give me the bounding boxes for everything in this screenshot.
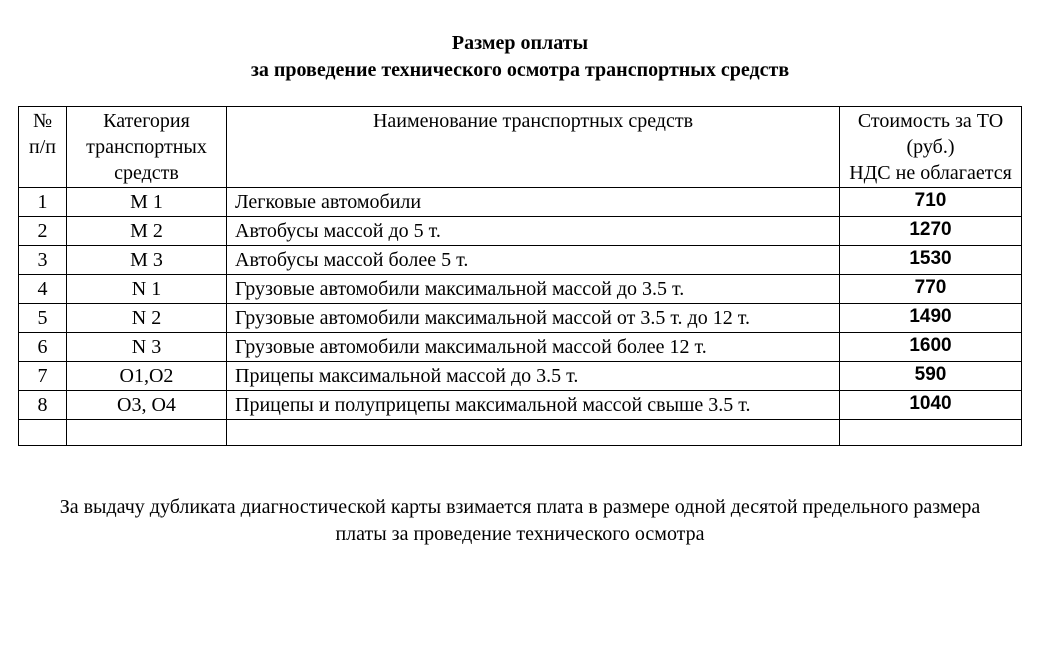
cell-num: 6 <box>19 333 67 362</box>
cell-price: 1600 <box>840 333 1022 362</box>
cell-category: O3, O4 <box>67 391 227 420</box>
cell-num: 7 <box>19 362 67 391</box>
cell-name: Легковые автомобили <box>227 188 840 217</box>
empty-cell <box>227 420 840 446</box>
cell-num: 5 <box>19 304 67 333</box>
cell-num: 4 <box>19 275 67 304</box>
table-empty-row <box>19 420 1022 446</box>
cell-num: 2 <box>19 217 67 246</box>
table-row: 4N 1Грузовые автомобили максимальной мас… <box>19 275 1022 304</box>
cell-category: M 2 <box>67 217 227 246</box>
cell-category: M 1 <box>67 188 227 217</box>
empty-cell <box>67 420 227 446</box>
table-row: 6N 3Грузовые автомобили максимальной мас… <box>19 333 1022 362</box>
cell-price: 710 <box>840 188 1022 217</box>
cell-num: 1 <box>19 188 67 217</box>
document-title: Размер оплаты за проведение технического… <box>18 30 1022 84</box>
table-row: 8O3, O4Прицепы и полуприцепы максимально… <box>19 391 1022 420</box>
empty-cell <box>19 420 67 446</box>
cell-price: 770 <box>840 275 1022 304</box>
footnote-text: За выдачу дубликата диагностической карт… <box>18 494 1022 548</box>
table-row: 1M 1Легковые автомобили710 <box>19 188 1022 217</box>
table-row: 2M 2Автобусы массой до 5 т.1270 <box>19 217 1022 246</box>
cell-category: N 2 <box>67 304 227 333</box>
header-category: Категория транспортных средств <box>67 107 227 188</box>
cell-name: Автобусы массой до 5 т. <box>227 217 840 246</box>
cell-name: Прицепы максимальной массой до 3.5 т. <box>227 362 840 391</box>
table-row: 3M 3Автобусы массой более 5 т.1530 <box>19 246 1022 275</box>
cell-name: Грузовые автомобили максимальной массой … <box>227 333 840 362</box>
table-row: 5N 2Грузовые автомобили максимальной мас… <box>19 304 1022 333</box>
header-num: № п/п <box>19 107 67 188</box>
header-price: Стоимость за ТО (руб.)НДС не облагается <box>840 107 1022 188</box>
cell-price: 1530 <box>840 246 1022 275</box>
cell-name: Прицепы и полуприцепы максимальной массо… <box>227 391 840 420</box>
price-table: № п/п Категория транспортных средств Наи… <box>18 106 1022 446</box>
cell-price: 1040 <box>840 391 1022 420</box>
table-row: 7O1,O2Прицепы максимальной массой до 3.5… <box>19 362 1022 391</box>
empty-cell <box>840 420 1022 446</box>
cell-price: 1490 <box>840 304 1022 333</box>
title-line-1: Размер оплаты <box>18 30 1022 57</box>
table-header-row: № п/п Категория транспортных средств Наи… <box>19 107 1022 188</box>
cell-category: N 3 <box>67 333 227 362</box>
cell-num: 3 <box>19 246 67 275</box>
cell-num: 8 <box>19 391 67 420</box>
cell-price: 1270 <box>840 217 1022 246</box>
cell-name: Автобусы массой более 5 т. <box>227 246 840 275</box>
header-name: Наименование транспортных средств <box>227 107 840 188</box>
cell-name: Грузовые автомобили максимальной массой … <box>227 275 840 304</box>
cell-category: M 3 <box>67 246 227 275</box>
title-line-2: за проведение технического осмотра транс… <box>18 57 1022 84</box>
cell-category: O1,O2 <box>67 362 227 391</box>
cell-category: N 1 <box>67 275 227 304</box>
cell-price: 590 <box>840 362 1022 391</box>
cell-name: Грузовые автомобили максимальной массой … <box>227 304 840 333</box>
